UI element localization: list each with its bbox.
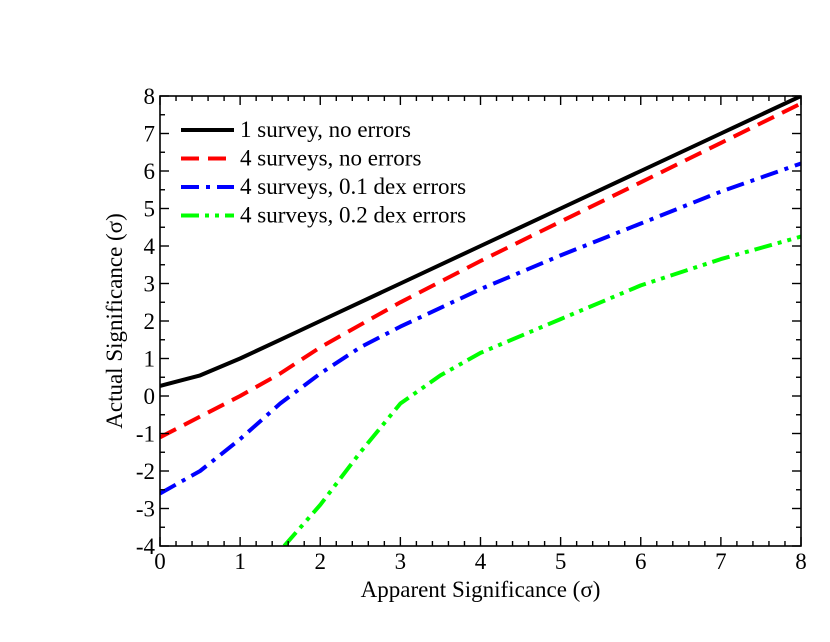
y-tick-label: 0 — [144, 384, 156, 409]
y-tick-label: 5 — [144, 197, 156, 222]
y-tick-label: 1 — [144, 347, 156, 372]
y-tick-label: 8 — [144, 84, 156, 109]
legend-label-4: 4 surveys, 0.2 dex errors — [240, 203, 466, 228]
series-line-4 — [282, 234, 801, 546]
y-tick-label: 6 — [144, 159, 156, 184]
y-tick-label: -1 — [136, 422, 155, 447]
x-tick-label: 1 — [234, 549, 246, 574]
series-layer — [160, 96, 801, 546]
legend: 1 survey, no errors 4 surveys, no errors 4… — [181, 117, 466, 228]
ticks-layer: 0 1 2 3 4 5 6 7 8 -4 -3 -2 -1 0 1 2 3 4 5 6 7 8 — [136, 84, 807, 574]
y-tick-label: 3 — [144, 272, 156, 297]
x-tick-label: 2 — [315, 549, 327, 574]
legend-label-3: 4 surveys, 0.1 dex errors — [240, 174, 466, 199]
x-tick-label: 3 — [395, 549, 407, 574]
legend-label-1: 1 survey, no errors — [240, 117, 411, 142]
series-line-1 — [160, 96, 801, 388]
y-tick-label: 2 — [144, 309, 156, 334]
y-tick-label: 7 — [144, 122, 156, 147]
x-tick-label: 8 — [795, 549, 807, 574]
y-tick-label: -4 — [136, 534, 156, 559]
x-tick-label: 7 — [715, 549, 727, 574]
x-axis-label: Apparent Significance (σ) — [361, 577, 601, 602]
y-axis-label: Actual Significance (σ) — [102, 213, 127, 428]
x-tick-label: 6 — [635, 549, 647, 574]
legend-label-2: 4 surveys, no errors — [240, 146, 421, 171]
y-tick-label: -2 — [136, 459, 155, 484]
y-tick-label: -3 — [136, 497, 155, 522]
y-tick-label: 4 — [144, 234, 156, 259]
x-tick-label: 5 — [555, 549, 567, 574]
series-line-3 — [160, 161, 801, 496]
x-tick-label: 4 — [475, 549, 487, 574]
x-tick-label: 0 — [154, 549, 166, 574]
series-line-2 — [160, 101, 801, 440]
